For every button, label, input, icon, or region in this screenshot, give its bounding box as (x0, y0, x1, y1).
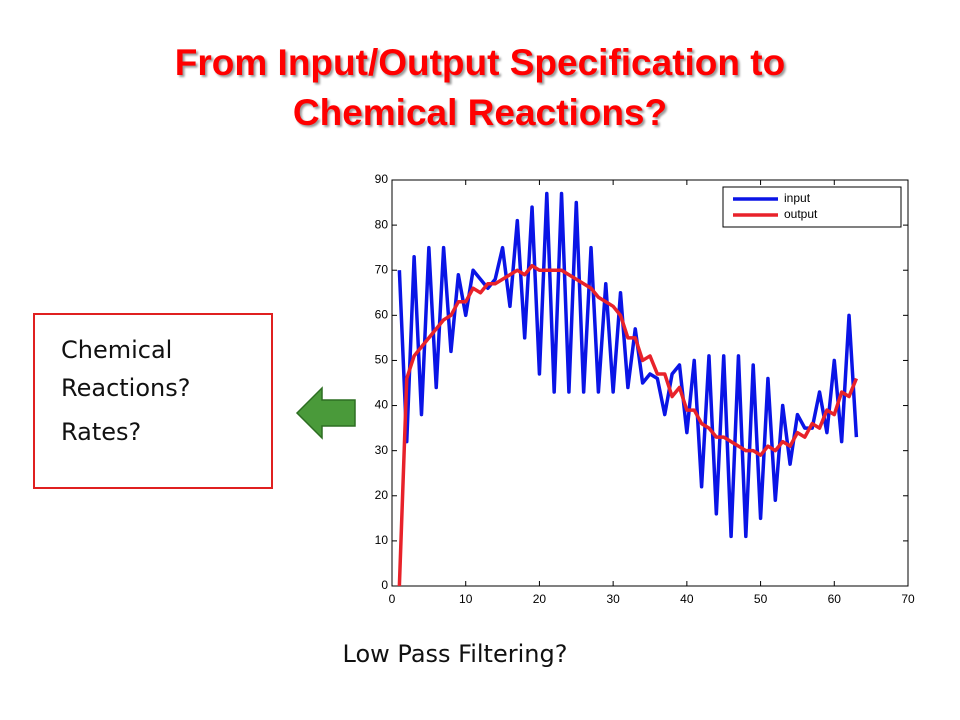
y-tick-label: 60 (375, 308, 389, 322)
y-tick-label: 90 (375, 172, 389, 186)
y-tick-label: 40 (375, 398, 389, 412)
x-tick-label: 0 (389, 592, 396, 606)
question-box: Chemical Reactions? Rates? (33, 313, 273, 489)
x-tick-label: 70 (901, 592, 915, 606)
y-tick-label: 0 (381, 578, 388, 592)
legend-box (722, 186, 902, 228)
y-tick-label: 80 (375, 217, 389, 231)
slide-title: From Input/Output Specification to Chemi… (0, 38, 960, 138)
y-tick-label: 30 (375, 443, 389, 457)
title-line: From Input/Output Specification to (174, 42, 786, 83)
caption: Low Pass Filtering? (342, 640, 568, 668)
title-line: Chemical Reactions? (292, 92, 668, 133)
y-tick-label: 20 (375, 488, 389, 502)
x-tick-label: 30 (606, 592, 620, 606)
legend-label: input (784, 191, 811, 205)
plot-frame (391, 179, 909, 587)
y-tick-label: 50 (375, 353, 389, 367)
x-tick-label: 50 (754, 592, 768, 606)
series-line (397, 263, 859, 587)
question: Chemical Reactions? (61, 336, 191, 402)
series-line (397, 191, 859, 539)
x-tick-label: 40 (680, 592, 694, 606)
x-tick-label: 20 (533, 592, 547, 606)
question-list: Chemical Reactions? Rates? (35, 315, 231, 451)
y-tick-label: 70 (375, 262, 389, 276)
x-tick-label: 10 (459, 592, 473, 606)
legend-label: output (784, 207, 818, 221)
x-tick-label: 60 (828, 592, 842, 606)
question: Rates? (61, 418, 142, 446)
arrow (295, 386, 356, 440)
y-tick-label: 10 (375, 533, 389, 547)
